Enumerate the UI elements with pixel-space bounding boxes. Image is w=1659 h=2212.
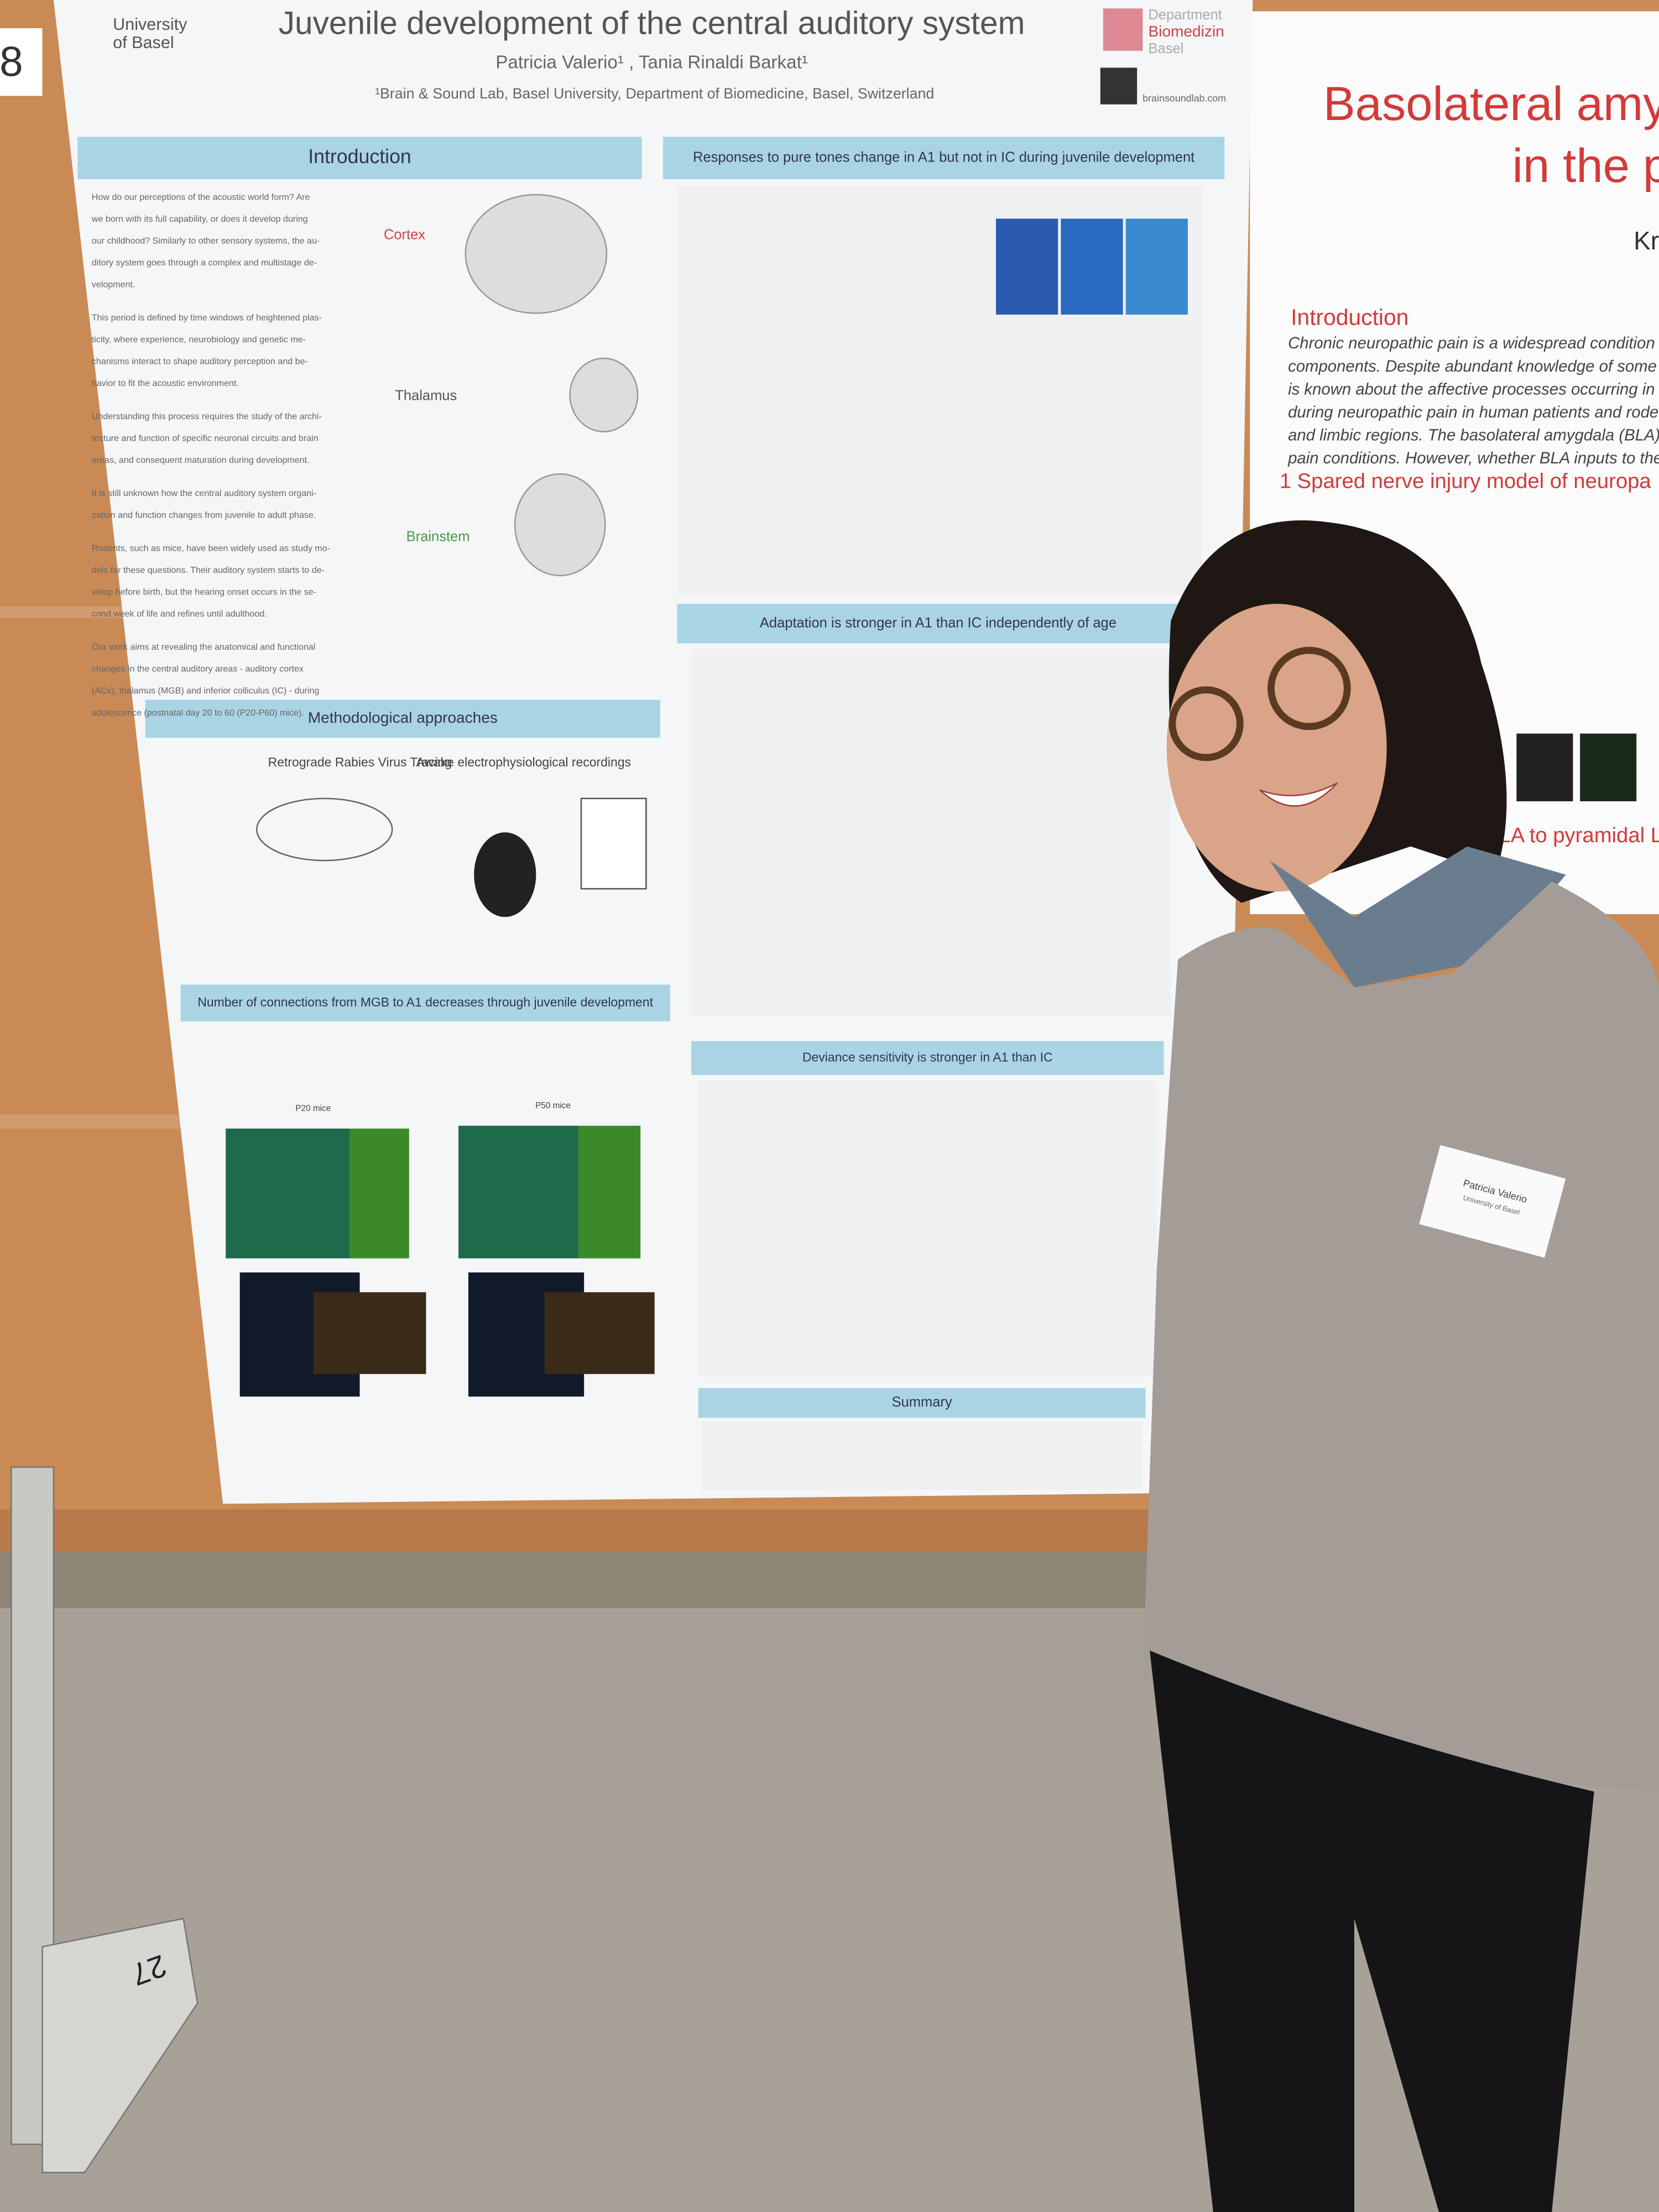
website: brainsoundlab.com bbox=[1142, 92, 1226, 103]
figure-panel bbox=[677, 186, 1202, 596]
electrode-drawing bbox=[580, 797, 647, 890]
poster-affiliation: ¹Brain & Sound Lab, Basel University, De… bbox=[375, 85, 934, 102]
section-header bbox=[77, 137, 642, 179]
image bbox=[1516, 733, 1573, 801]
section-heading: Adaptation is stronger in A1 than IC ind… bbox=[760, 615, 1117, 630]
micrograph bbox=[458, 1125, 578, 1259]
mouse-drawing bbox=[256, 797, 393, 862]
poster-title: Juvenile development of the central audi… bbox=[279, 5, 1025, 41]
section-heading: Introduction bbox=[308, 145, 411, 168]
right-text: components. Despite abundant knowledge o… bbox=[1288, 357, 1659, 375]
section-heading: Methodological approaches bbox=[308, 709, 498, 726]
intro-text: How do our perceptions of the acoustic w… bbox=[92, 192, 310, 202]
intro-text: ticity, where experience, neurobiology a… bbox=[92, 335, 306, 345]
section-header bbox=[180, 984, 670, 1021]
intro-text: dels for these questions. Their auditory… bbox=[92, 565, 325, 575]
face bbox=[1166, 603, 1387, 892]
intro-text: It is still unknown how the central audi… bbox=[92, 488, 316, 498]
micrograph bbox=[349, 1128, 409, 1259]
micrograph bbox=[578, 1125, 641, 1259]
section-heading: Deviance sensitivity is stronger in A1 t… bbox=[802, 1050, 1053, 1064]
right-text: pain conditions. However, whether BLA in… bbox=[1287, 449, 1659, 467]
image bbox=[1580, 733, 1637, 801]
brain-label: Brainstem bbox=[406, 529, 470, 545]
right-title: Basolateral amyg bbox=[1323, 77, 1659, 131]
section-header bbox=[145, 700, 660, 738]
sweater bbox=[1142, 881, 1659, 1792]
mouse-drawing bbox=[474, 832, 536, 917]
mice-label: P20 mice bbox=[295, 1104, 331, 1113]
dept-logo-text: Basel bbox=[1149, 41, 1184, 56]
brain-label: Cortex bbox=[384, 227, 425, 243]
logo-text: University bbox=[113, 15, 187, 34]
intro-text: areas, and consequent maturation during … bbox=[92, 455, 310, 465]
section-header bbox=[677, 603, 1199, 644]
intro-text: This period is defined by time windows o… bbox=[92, 313, 322, 323]
mice-label: P50 mice bbox=[535, 1101, 571, 1110]
brain-diagram bbox=[465, 194, 608, 314]
brain-diagram bbox=[569, 357, 639, 432]
section-header bbox=[698, 1388, 1146, 1418]
micrograph bbox=[313, 1292, 426, 1374]
intro-text: changes in the central auditory areas - … bbox=[92, 664, 304, 674]
dept-logo-text: Department bbox=[1149, 7, 1222, 23]
intro-text: velopment. bbox=[92, 280, 135, 290]
section-heading: Responses to pure tones change in A1 but… bbox=[693, 149, 1194, 165]
section-heading: Summary bbox=[892, 1395, 952, 1410]
right-author: Kr bbox=[1634, 226, 1659, 255]
edge-card bbox=[0, 28, 43, 96]
edge-label: 8 bbox=[0, 39, 23, 86]
poster-authors: Patricia Valerio¹ , Tania Rinaldi Barkat… bbox=[495, 53, 808, 73]
section-header bbox=[662, 137, 1225, 179]
section-heading: Number of connections from MGB to A1 dec… bbox=[197, 995, 653, 1009]
logo-text: of Basel bbox=[113, 33, 174, 52]
intro-text: velop before birth, but the hearing onse… bbox=[92, 587, 316, 597]
method-title: Retrograde Rabies Virus Tracing bbox=[268, 755, 452, 769]
summary-text-area bbox=[701, 1422, 1141, 1490]
right-title: in the p bbox=[1512, 139, 1659, 192]
figure-panel bbox=[691, 649, 1171, 1016]
intro-text: our childhood? Similarly to other sensor… bbox=[92, 236, 320, 246]
intro-text: adolescence (postnatal day 20 to 60 (P20… bbox=[92, 708, 304, 718]
name-tag bbox=[1419, 1145, 1566, 1258]
dept-logo-text: Biomedizin bbox=[1149, 23, 1224, 40]
right-text: is known about the affective processes o… bbox=[1288, 380, 1659, 398]
figure-panel bbox=[698, 1081, 1157, 1377]
right-section: 1 Spared nerve injury model of neuropa bbox=[1280, 469, 1652, 493]
micrograph bbox=[226, 1128, 350, 1259]
right-heading: Introduction bbox=[1291, 304, 1408, 330]
right-text: and limbic regions. The basolateral amyg… bbox=[1288, 426, 1659, 445]
intro-text: Our work aims at revealing the anatomica… bbox=[92, 642, 315, 652]
trousers bbox=[1150, 1650, 1594, 2212]
intro-text: zation and function changes from juvenil… bbox=[92, 510, 316, 520]
brain-diagram bbox=[514, 473, 606, 577]
section-header bbox=[691, 1041, 1164, 1075]
right-text: Chronic neuropathic pain is a widespread… bbox=[1288, 334, 1659, 352]
intro-text: (ACx), thalamus (MGB) and inferior colli… bbox=[92, 686, 320, 696]
qr-code bbox=[1100, 67, 1138, 105]
intro-text: ditory system goes through a complex and… bbox=[92, 258, 317, 268]
intro-text: chanisms interact to shape auditory perc… bbox=[92, 357, 308, 367]
heatmap bbox=[1125, 218, 1188, 315]
brain-label: Thalamus bbox=[395, 388, 457, 404]
intro-text: havior to fit the acoustic environment. bbox=[92, 378, 239, 388]
glasses bbox=[1267, 646, 1351, 731]
micrograph bbox=[544, 1292, 655, 1374]
intro-text: Understanding this process requires the … bbox=[92, 411, 322, 421]
heatmap bbox=[1061, 218, 1123, 315]
method-title: Awake electrophysiological recordings bbox=[416, 755, 631, 769]
intro-text: cond week of life and refines until adul… bbox=[92, 609, 267, 619]
heatmap bbox=[996, 218, 1058, 315]
intro-text: Rodents, such as mice, have been widely … bbox=[92, 544, 330, 554]
right-text: during neuropathic pain in human patient… bbox=[1288, 403, 1659, 421]
smile bbox=[1259, 782, 1338, 807]
intro-text: tecture and function of specific neurona… bbox=[92, 434, 319, 444]
stand-sign bbox=[41, 1917, 199, 2173]
dept-logo-mark bbox=[1103, 8, 1143, 51]
intro-text: we born with its full capability, or doe… bbox=[91, 214, 308, 224]
glasses bbox=[1168, 686, 1244, 761]
